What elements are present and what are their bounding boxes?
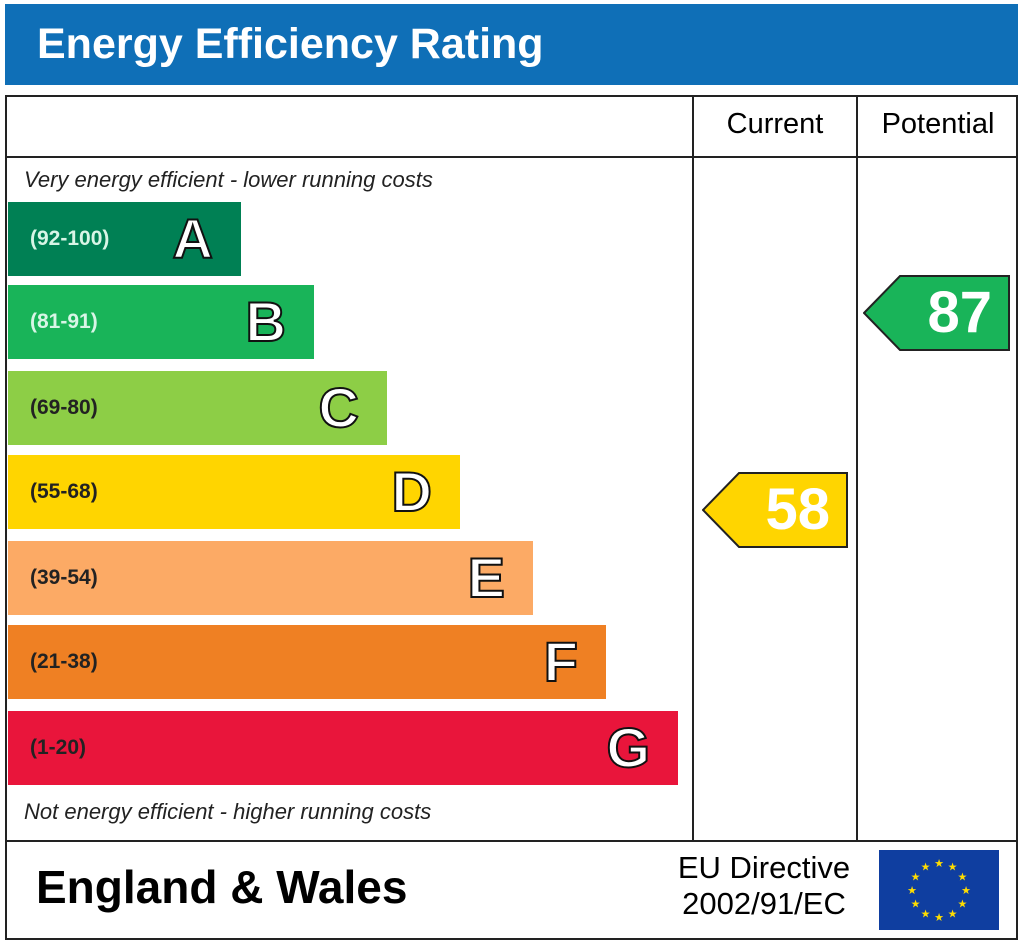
divider <box>5 156 1018 158</box>
divider <box>5 840 1018 842</box>
svg-text:★: ★ <box>911 899 921 911</box>
note-top: Very energy efficient - lower running co… <box>24 167 433 192</box>
divider <box>856 95 858 841</box>
svg-text:★: ★ <box>907 885 917 897</box>
svg-text:★: ★ <box>948 862 958 874</box>
current-rating-value: 58 <box>765 477 830 542</box>
band-range: (81-91) <box>30 310 98 333</box>
svg-text:★: ★ <box>911 872 921 884</box>
band-range: (39-54) <box>30 566 98 589</box>
divider <box>692 95 694 841</box>
svg-text:★: ★ <box>934 912 944 924</box>
directive-line1: EU Directive <box>677 850 851 885</box>
band-letter: E <box>467 545 506 610</box>
directive-line2: 2002/91/EC <box>682 886 846 921</box>
eu-directive: EU Directive 2002/91/EC <box>664 850 864 922</box>
eu-flag-icon: ★ ★ ★ ★ ★ ★ ★ ★ ★ ★ ★ ★ <box>879 850 999 930</box>
potential-rating-value: 87 <box>927 280 992 345</box>
band-b: (81-91) B <box>8 285 314 359</box>
band-f: (21-38) F <box>8 625 606 699</box>
band-letter: C <box>318 375 360 440</box>
band-range: (1-20) <box>30 736 87 759</box>
band-e: (39-54) E <box>8 541 533 615</box>
current-rating-arrow: 58 <box>702 472 848 548</box>
band-letter: G <box>605 715 651 780</box>
column-header-potential: Potential <box>881 108 995 140</box>
potential-rating-arrow: 87 <box>863 275 1010 351</box>
svg-text:★: ★ <box>921 908 931 920</box>
band-letter: A <box>172 206 214 271</box>
column-header-current: Current <box>726 108 824 140</box>
band-g: (1-20) G <box>8 711 678 785</box>
svg-text:★: ★ <box>957 899 967 911</box>
band-range: (21-38) <box>30 650 98 673</box>
svg-text:★: ★ <box>957 872 967 884</box>
band-a: (92-100) A <box>8 202 241 276</box>
svg-text:★: ★ <box>921 862 931 874</box>
band-range: (92-100) <box>30 227 110 250</box>
svg-text:★: ★ <box>934 858 944 870</box>
band-d: (55-68) D <box>8 455 460 529</box>
svg-text:★: ★ <box>961 885 971 897</box>
band-letter: D <box>391 459 433 524</box>
band-c: (69-80) C <box>8 371 387 445</box>
band-letter: B <box>245 289 287 354</box>
band-range: (69-80) <box>30 396 98 419</box>
svg-text:★: ★ <box>948 908 958 920</box>
rating-table <box>5 95 1018 940</box>
region-label: England & Wales <box>36 861 408 913</box>
band-range: (55-68) <box>30 480 98 503</box>
page-title: Energy Efficiency Rating <box>5 4 1018 85</box>
note-bottom: Not energy efficient - higher running co… <box>24 799 432 824</box>
band-letter: F <box>543 629 579 694</box>
